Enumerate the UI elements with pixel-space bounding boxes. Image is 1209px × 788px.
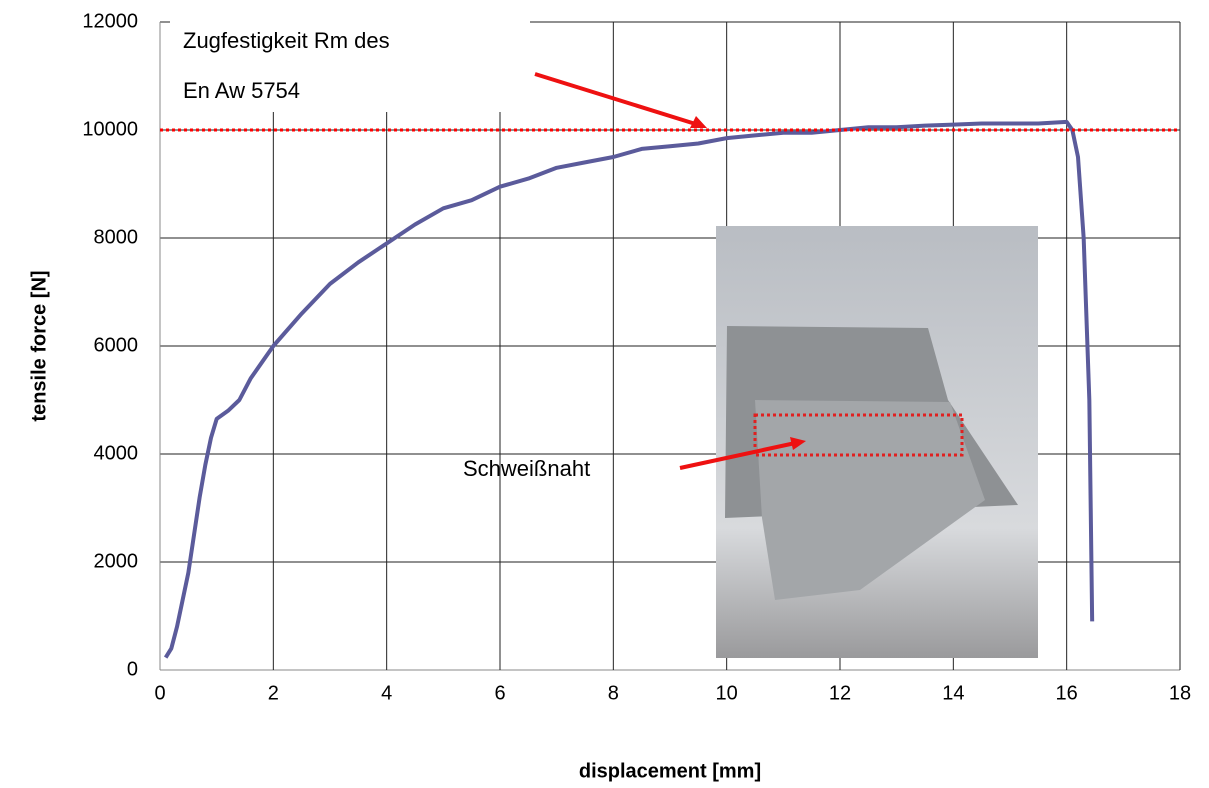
- y-tick-label: 2000: [94, 550, 139, 572]
- chart: Zugfestigkeit Rm des En Aw 5754 Schweißn…: [0, 0, 1209, 788]
- x-tick-label: 10: [716, 682, 738, 704]
- x-tick-label: 12: [829, 682, 851, 704]
- annotation: En Aw 5754: [183, 78, 300, 103]
- x-tick-label: 0: [154, 682, 165, 704]
- y-tick-label: 12000: [82, 10, 138, 32]
- x-tick-label: 8: [608, 682, 619, 704]
- y-tick-label: 8000: [94, 226, 139, 248]
- x-tick-label: 6: [494, 682, 505, 704]
- x-axis-title: displacement [mm]: [579, 760, 761, 782]
- y-tick-label: 4000: [94, 442, 139, 464]
- x-tick-label: 14: [942, 682, 964, 704]
- x-tick-label: 18: [1169, 682, 1191, 704]
- x-tick-label: 16: [1056, 682, 1078, 704]
- arrow: [535, 74, 702, 126]
- y-tick-label: 6000: [94, 334, 139, 356]
- x-tick-label: 4: [381, 682, 392, 704]
- y-tick-label: 10000: [82, 118, 138, 140]
- annotation: Zugfestigkeit Rm des: [183, 28, 390, 53]
- annotation: Schweißnaht: [463, 456, 590, 481]
- x-tick-label: 2: [268, 682, 279, 704]
- y-axis-title: tensile force [N]: [28, 270, 50, 421]
- y-tick-label: 0: [127, 658, 138, 680]
- photo-inset: [716, 226, 1038, 658]
